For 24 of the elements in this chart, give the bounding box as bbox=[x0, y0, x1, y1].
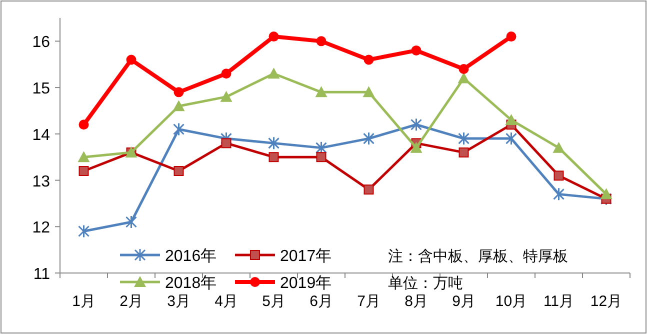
y-tick-label: 11 bbox=[33, 266, 50, 283]
x-tick-label: 9月 bbox=[452, 293, 476, 310]
x-tick-label: 1月 bbox=[72, 293, 96, 310]
x-tick-label: 7月 bbox=[357, 293, 380, 310]
x-tick-label: 6月 bbox=[310, 293, 333, 310]
x-tick-label: 11月 bbox=[543, 293, 574, 310]
x-tick-label: 2月 bbox=[120, 293, 143, 310]
x-tick-label: 4月 bbox=[214, 293, 238, 310]
y-tick-label: 12 bbox=[32, 220, 50, 237]
y-tick-label: 15 bbox=[32, 80, 50, 98]
x-tick-label: 5月 bbox=[262, 293, 286, 310]
x-tick-label: 12月 bbox=[590, 293, 622, 310]
y-tick-label: 13 bbox=[32, 173, 50, 190]
legend-label: 2019年 bbox=[280, 275, 332, 292]
y-tick-label: 14 bbox=[32, 126, 50, 144]
x-tick-label: 8月 bbox=[404, 293, 428, 310]
text: 单位：万吨 bbox=[388, 275, 463, 292]
legend-label: 2017年 bbox=[280, 248, 332, 265]
legend-label: 2018年 bbox=[165, 275, 217, 292]
x-tick-label: 3月 bbox=[167, 293, 190, 310]
annotation: 注：含中板、厚板、特厚板 bbox=[388, 248, 568, 265]
y-tick-label: 16 bbox=[32, 34, 50, 52]
legend-label: 2016年 bbox=[165, 248, 217, 265]
x-tick-label: 10月 bbox=[495, 293, 528, 310]
